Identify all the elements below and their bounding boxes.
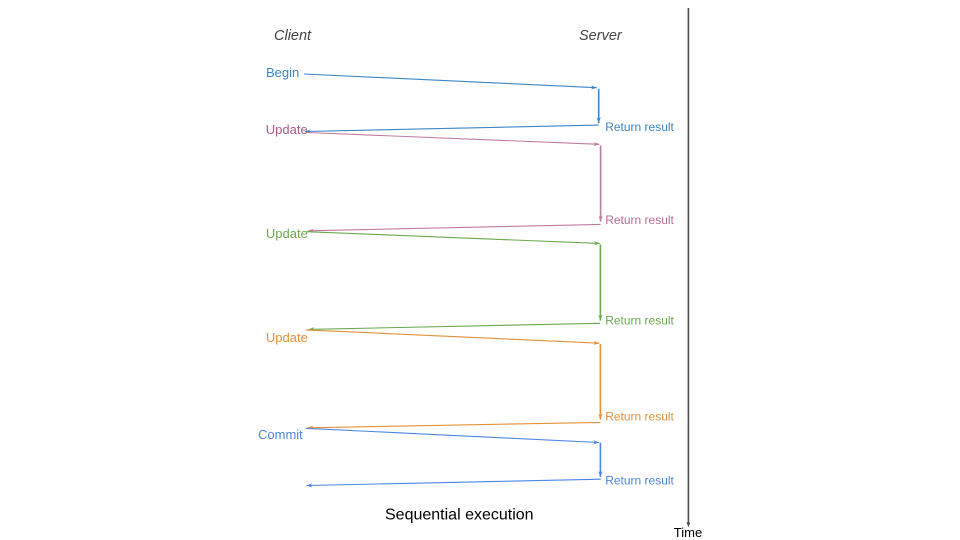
svg-text:Return result: Return result: [605, 474, 674, 488]
svg-text:Commit: Commit: [258, 427, 303, 442]
svg-text:Sequential execution: Sequential execution: [385, 507, 534, 524]
svg-text:Begin: Begin: [266, 65, 299, 80]
svg-text:Update: Update: [266, 226, 308, 241]
svg-text:Return result: Return result: [605, 213, 674, 227]
svg-text:Return result: Return result: [605, 410, 674, 424]
svg-text:Return result: Return result: [605, 313, 674, 327]
svg-text:Time: Time: [674, 525, 702, 540]
svg-text:Client: Client: [274, 28, 312, 44]
svg-text:Update: Update: [266, 330, 308, 345]
svg-text:Server: Server: [579, 28, 623, 44]
svg-text:Update: Update: [266, 122, 308, 137]
svg-text:Return result: Return result: [605, 120, 674, 134]
